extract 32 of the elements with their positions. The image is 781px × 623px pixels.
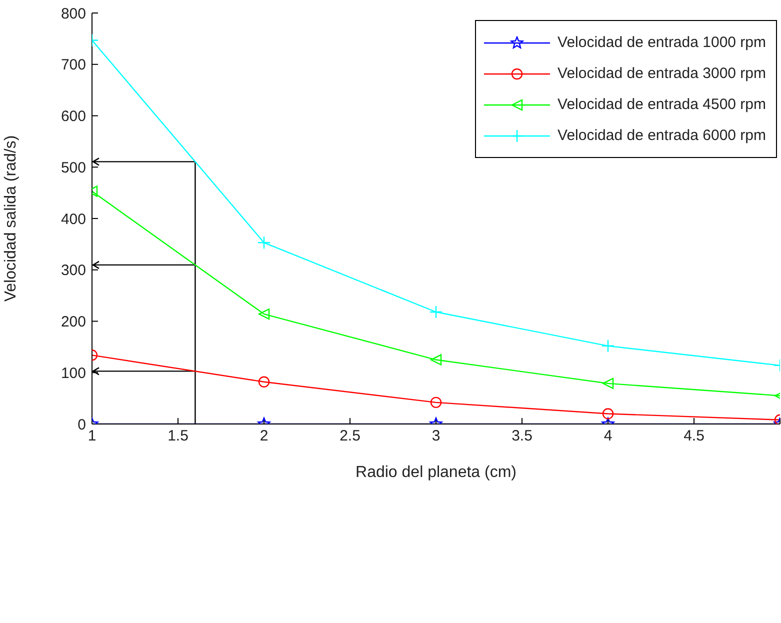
point [430, 354, 442, 366]
y-tick-label: 0 [78, 416, 86, 434]
y-tick-label: 300 [60, 262, 86, 280]
y-tick-label: 800 [60, 5, 86, 22]
y-tick-label: 200 [60, 314, 86, 331]
x-tick-label: 3.5 [512, 428, 532, 445]
x-tick-label: 4 [604, 428, 612, 445]
point [258, 376, 270, 388]
x-tick-label: 4.5 [684, 428, 704, 445]
y-tick-label: 100 [60, 364, 86, 382]
x-tick-label: 1.5 [168, 428, 188, 445]
y-tick-label: 700 [60, 56, 86, 74]
y-tick-label: 500 [60, 159, 86, 176]
y-tick-label: 600 [60, 108, 86, 126]
point [257, 236, 271, 250]
point [430, 396, 442, 408]
point [602, 408, 614, 420]
legend-label: Velocidad de entrada 1000 rpm [558, 34, 766, 51]
x-tick-label: 1 [88, 428, 96, 445]
x-axis-title: Radio del planeta (cm) [356, 464, 516, 481]
legend-label: Velocidad de entrada 6000 rpm [558, 127, 766, 144]
point [429, 305, 443, 319]
point [602, 378, 614, 390]
legend-label: Velocidad de entrada 4500 rpm [558, 96, 766, 113]
legend-label: Velocidad de entrada 3000 rpm [558, 65, 766, 82]
point [601, 339, 615, 353]
x-tick-label: 2 [260, 428, 268, 445]
y-axis-title: Velocidad salida (rad/s) [2, 135, 20, 302]
x-tick-label: 3 [432, 428, 440, 445]
point [258, 308, 270, 320]
x-tick-label: 2.5 [340, 428, 360, 445]
y-tick-label: 400 [60, 210, 86, 228]
